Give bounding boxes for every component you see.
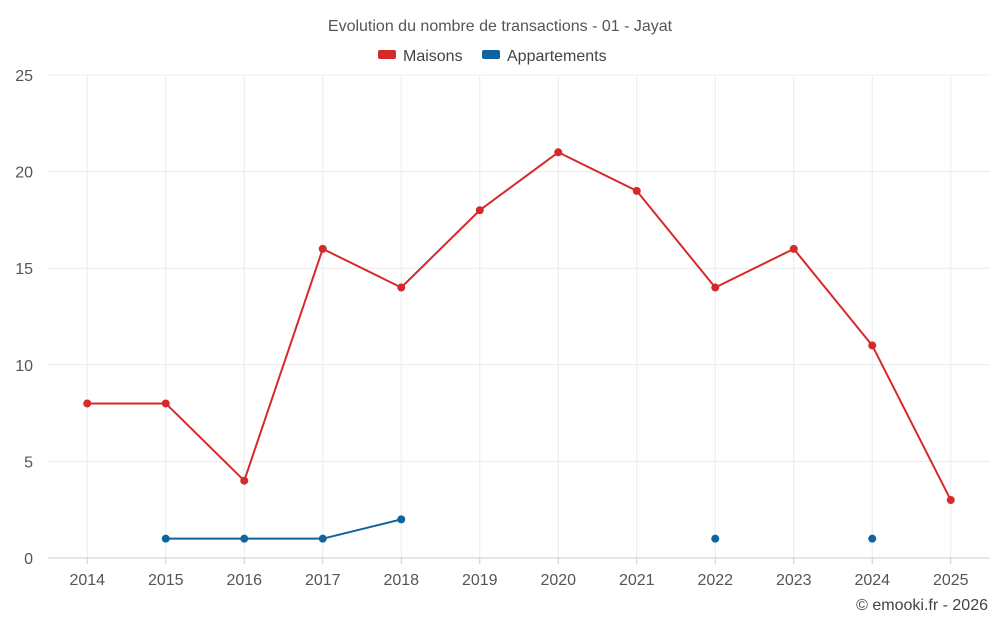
legend-swatch-maisons [378, 50, 396, 59]
legend-item-appartements[interactable]: Appartements [482, 48, 607, 65]
y-tick-label: 10 [15, 358, 33, 375]
data-point-maisons-2014[interactable] [83, 399, 92, 408]
legend: Maisons Appartements [378, 48, 607, 65]
data-point-maisons-2019[interactable] [475, 206, 484, 215]
data-point-maisons-2015[interactable] [161, 399, 170, 408]
x-tick-label: 2023 [776, 572, 812, 589]
x-tick-label: 2022 [697, 572, 733, 589]
data-point-maisons-2021[interactable] [632, 186, 641, 195]
data-point-maisons-2016[interactable] [240, 476, 249, 485]
series [83, 148, 955, 543]
data-point-appartements-2016[interactable] [240, 534, 249, 543]
y-tick-label: 5 [24, 454, 33, 471]
y-tick-label: 25 [15, 68, 33, 85]
y-tick-label: 15 [15, 261, 33, 278]
x-tick-label: 2017 [305, 572, 341, 589]
data-point-maisons-2022[interactable] [711, 283, 720, 292]
data-point-maisons-2017[interactable] [318, 244, 327, 253]
y-tick-label: 0 [24, 551, 33, 568]
legend-item-maisons[interactable]: Maisons [378, 48, 463, 65]
x-tick-label: 2016 [226, 572, 262, 589]
series-appartements [161, 515, 877, 543]
x-tick-label: 2025 [933, 572, 969, 589]
data-point-maisons-2024[interactable] [868, 341, 877, 350]
x-tick-label: 2021 [619, 572, 655, 589]
data-point-maisons-2023[interactable] [789, 244, 798, 253]
x-tick-label: 2018 [383, 572, 419, 589]
y-tick-label: 20 [15, 165, 33, 182]
data-point-appartements-2017[interactable] [318, 534, 327, 543]
x-tick-label: 2014 [69, 572, 105, 589]
data-point-appartements-2015[interactable] [161, 534, 170, 543]
series-maisons [83, 148, 955, 505]
x-tick-label: 2015 [148, 572, 184, 589]
x-tick-label: 2024 [854, 572, 890, 589]
legend-label-appartements: Appartements [507, 48, 607, 65]
data-point-appartements-2022[interactable] [711, 534, 720, 543]
legend-swatch-appartements [482, 50, 500, 59]
data-point-appartements-2018[interactable] [397, 515, 406, 524]
data-point-maisons-2020[interactable] [554, 148, 563, 157]
data-point-maisons-2018[interactable] [397, 283, 406, 292]
x-tick-label: 2020 [540, 572, 576, 589]
data-point-appartements-2024[interactable] [868, 534, 877, 543]
data-point-maisons-2025[interactable] [946, 496, 955, 505]
x-tick-label: 2019 [462, 572, 498, 589]
credit-text: © emooki.fr - 2026 [856, 597, 988, 614]
legend-label-maisons: Maisons [403, 48, 463, 65]
series-line-appartements [165, 518, 402, 540]
series-line-maisons [87, 151, 952, 501]
chart-title: Evolution du nombre de transactions - 01… [328, 18, 673, 35]
